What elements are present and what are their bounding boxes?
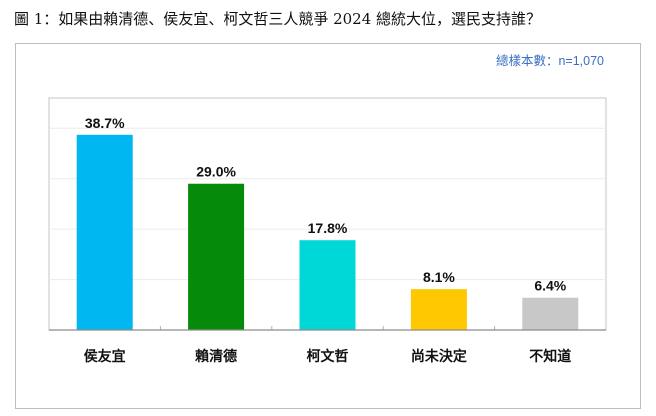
category-label: 賴清德 bbox=[195, 348, 237, 365]
chart-frame bbox=[15, 43, 641, 409]
bar bbox=[410, 289, 467, 330]
data-label: 38.7% bbox=[85, 115, 125, 131]
category-label: 柯文哲 bbox=[307, 348, 349, 365]
sample-size-note: 總樣本數：n=1,070 bbox=[495, 54, 604, 68]
category-label: 不知道 bbox=[529, 348, 571, 365]
data-label: 8.1% bbox=[423, 269, 455, 285]
bar bbox=[522, 297, 579, 330]
data-label: 17.8% bbox=[308, 220, 348, 236]
bar bbox=[188, 183, 245, 330]
figure-title: 圖 1：如果由賴清德、侯友宜、柯文哲三人競爭 2024 總統大位，選民支持誰？ bbox=[14, 10, 542, 28]
category-label: 侯友宜 bbox=[84, 348, 126, 365]
bar bbox=[76, 134, 133, 330]
bar bbox=[299, 240, 356, 330]
data-label: 29.0% bbox=[196, 164, 236, 180]
data-label: 6.4% bbox=[534, 278, 566, 294]
category-label: 尚未決定 bbox=[411, 348, 467, 365]
